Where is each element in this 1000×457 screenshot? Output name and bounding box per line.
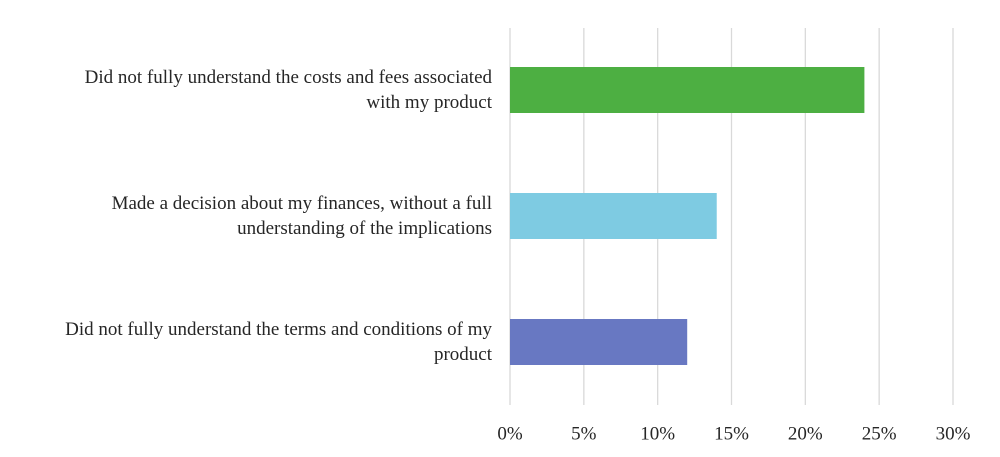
bar <box>510 67 865 113</box>
category-label: Made a decision about my finances, witho… <box>111 193 492 239</box>
category-label: Did not fully understand the terms and c… <box>65 319 492 365</box>
category-label: Did not fully understand the costs and f… <box>84 67 492 113</box>
x-tick-label: 30% <box>936 423 971 444</box>
bar <box>510 319 688 365</box>
x-tick-label: 20% <box>788 423 823 444</box>
x-tick-label: 0% <box>497 423 523 444</box>
x-tick-label: 15% <box>714 423 749 444</box>
x-tick-label: 10% <box>640 423 675 444</box>
x-tick-label: 5% <box>571 423 597 444</box>
x-tick-label: 25% <box>862 423 897 444</box>
bar <box>510 193 717 239</box>
